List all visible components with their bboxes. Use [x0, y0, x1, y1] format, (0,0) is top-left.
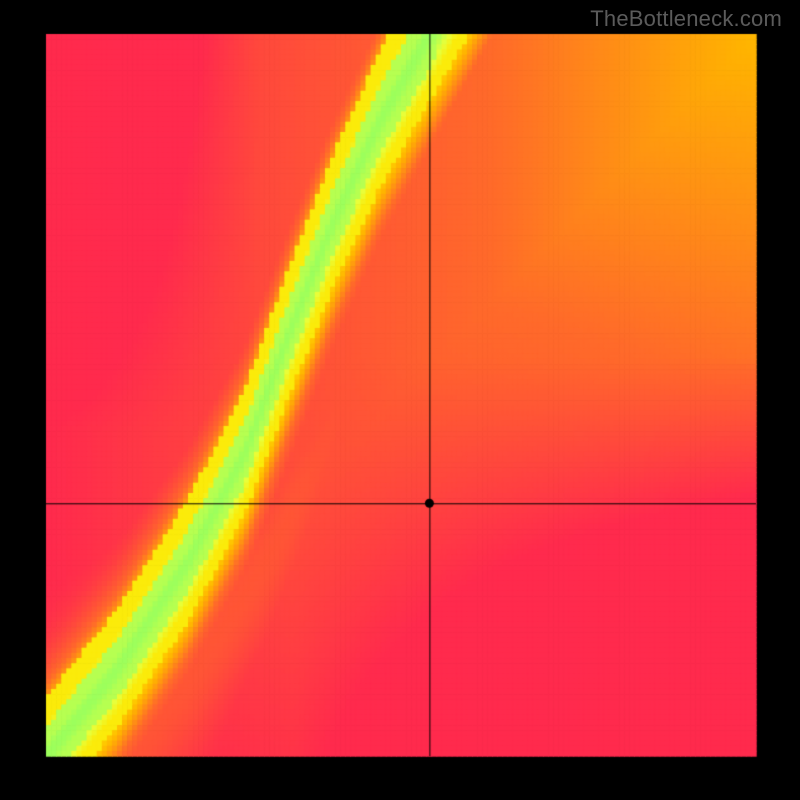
watermark-text: TheBottleneck.com: [590, 6, 782, 32]
chart-container: TheBottleneck.com: [0, 0, 800, 800]
heatmap-canvas: [0, 0, 800, 800]
